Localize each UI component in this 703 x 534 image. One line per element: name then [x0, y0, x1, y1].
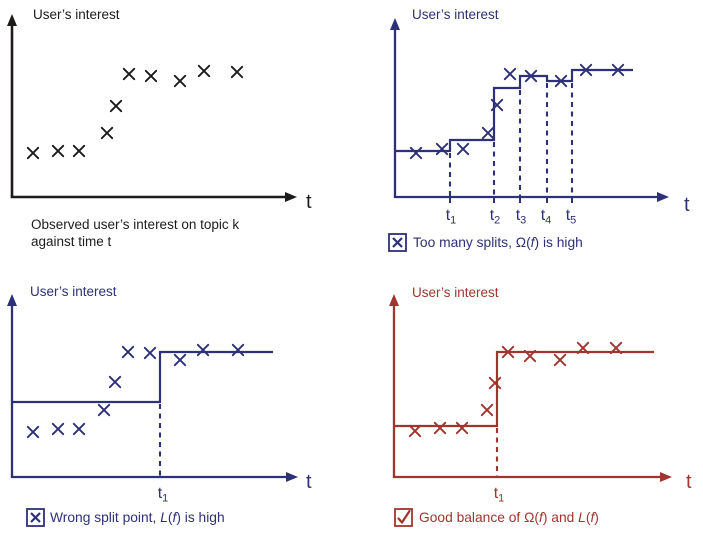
x-axis-label: t	[684, 194, 690, 216]
data-point-x-mark	[488, 376, 502, 390]
y-axis-title: User’s interest	[33, 7, 120, 22]
data-point-x-mark	[553, 353, 567, 367]
x-glyph-icon	[392, 237, 403, 248]
x-box-icon	[388, 233, 407, 252]
x-axis-label: t	[686, 471, 692, 493]
data-point-x-mark	[456, 142, 470, 156]
y-axis-arrowhead-icon	[7, 14, 17, 26]
data-point-x-mark	[109, 99, 123, 113]
data-point-x-mark	[230, 65, 244, 79]
x-axis-label: t	[306, 471, 312, 493]
data-point-x-mark	[609, 341, 623, 355]
step-function-line	[12, 350, 273, 404]
tick-label-t4: t4	[541, 207, 552, 227]
data-point-x-mark	[72, 144, 86, 158]
data-point-x-mark	[108, 375, 122, 389]
panel-observed: User’s interest t Observed user’s interest…	[7, 7, 312, 249]
data-point-x-mark	[554, 74, 568, 88]
data-point-x-mark	[490, 98, 504, 112]
data-point-x-mark	[408, 424, 422, 438]
caption-line: against time t	[31, 234, 112, 249]
data-point-x-mark	[501, 345, 515, 359]
x-axis-label: t	[306, 191, 312, 213]
tick-label-t1: t1	[446, 207, 457, 227]
y-axis-arrowhead-icon	[7, 294, 17, 306]
data-point-x-mark	[503, 67, 517, 81]
check-box-icon	[394, 508, 413, 527]
tick-label-t1: t1	[494, 485, 505, 505]
data-point-x-mark	[524, 69, 538, 83]
y-axis-title: User’s interest	[412, 285, 499, 300]
data-point-x-mark	[433, 421, 447, 435]
caption-text: Wrong split point, L(f) is high	[50, 510, 225, 525]
data-point-x-mark	[72, 422, 86, 436]
data-point-x-mark	[144, 69, 158, 83]
data-point-x-mark	[409, 146, 423, 160]
x-box-icon	[26, 508, 45, 527]
data-point-x-mark	[173, 74, 187, 88]
x-axis-arrowhead-icon	[285, 192, 297, 202]
step-function-line	[395, 68, 633, 153]
data-point-x-mark	[231, 343, 245, 357]
data-point-x-mark	[121, 345, 135, 359]
step-function-line	[394, 350, 654, 428]
data-point-x-mark	[26, 425, 40, 439]
panel-wrong-split-point: User’s interest t t1 Wrong split point, L(f…	[7, 284, 312, 527]
data-point-x-mark	[51, 422, 65, 436]
x-axis-arrowhead-icon	[286, 472, 298, 482]
panel-good-balance: User’s interest t t1 Good balance of Ω(f) a…	[389, 285, 692, 527]
data-point-x-mark	[143, 346, 157, 360]
y-axis-title: User’s interest	[412, 7, 499, 22]
x-axis-arrowhead-icon	[660, 472, 672, 482]
data-point-x-mark	[97, 403, 111, 417]
data-point-x-mark	[196, 343, 210, 357]
data-point-x-mark	[576, 341, 590, 355]
data-point-x-mark	[480, 403, 494, 417]
data-point-x-mark	[173, 353, 187, 367]
tick-label-t1: t1	[158, 485, 169, 505]
tick-label-t3: t3	[516, 207, 527, 227]
data-point-x-mark	[197, 64, 211, 78]
check-glyph-icon	[397, 509, 411, 524]
y-axis-arrowhead-icon	[389, 294, 399, 306]
data-point-x-mark	[579, 63, 593, 77]
data-point-x-mark	[435, 142, 449, 156]
caption-line: Observed user’s interest on topic k	[31, 217, 239, 232]
data-point-x-mark	[51, 144, 65, 158]
y-axis-title: User’s interest	[30, 284, 117, 299]
data-point-x-mark	[100, 126, 114, 140]
x-axis-arrowhead-icon	[657, 192, 669, 202]
panel-too-many-splits: User’s interest t t1 t2 t3 t4 t5 Too many split…	[388, 7, 690, 252]
x-glyph-icon	[30, 512, 41, 523]
tick-label-t2: t2	[490, 207, 501, 227]
data-point-x-mark	[481, 126, 495, 140]
tick-label-t5: t5	[566, 207, 577, 227]
caption-text: Good balance of Ω(f) and L(f)	[419, 510, 599, 525]
data-point-x-mark	[523, 349, 537, 363]
data-point-x-mark	[455, 421, 469, 435]
data-point-x-mark	[122, 67, 136, 81]
caption-text: Too many splits, Ω(f) is high	[413, 235, 583, 250]
data-point-x-mark	[611, 63, 625, 77]
data-point-x-mark	[26, 146, 40, 160]
y-axis-arrowhead-icon	[390, 18, 400, 30]
